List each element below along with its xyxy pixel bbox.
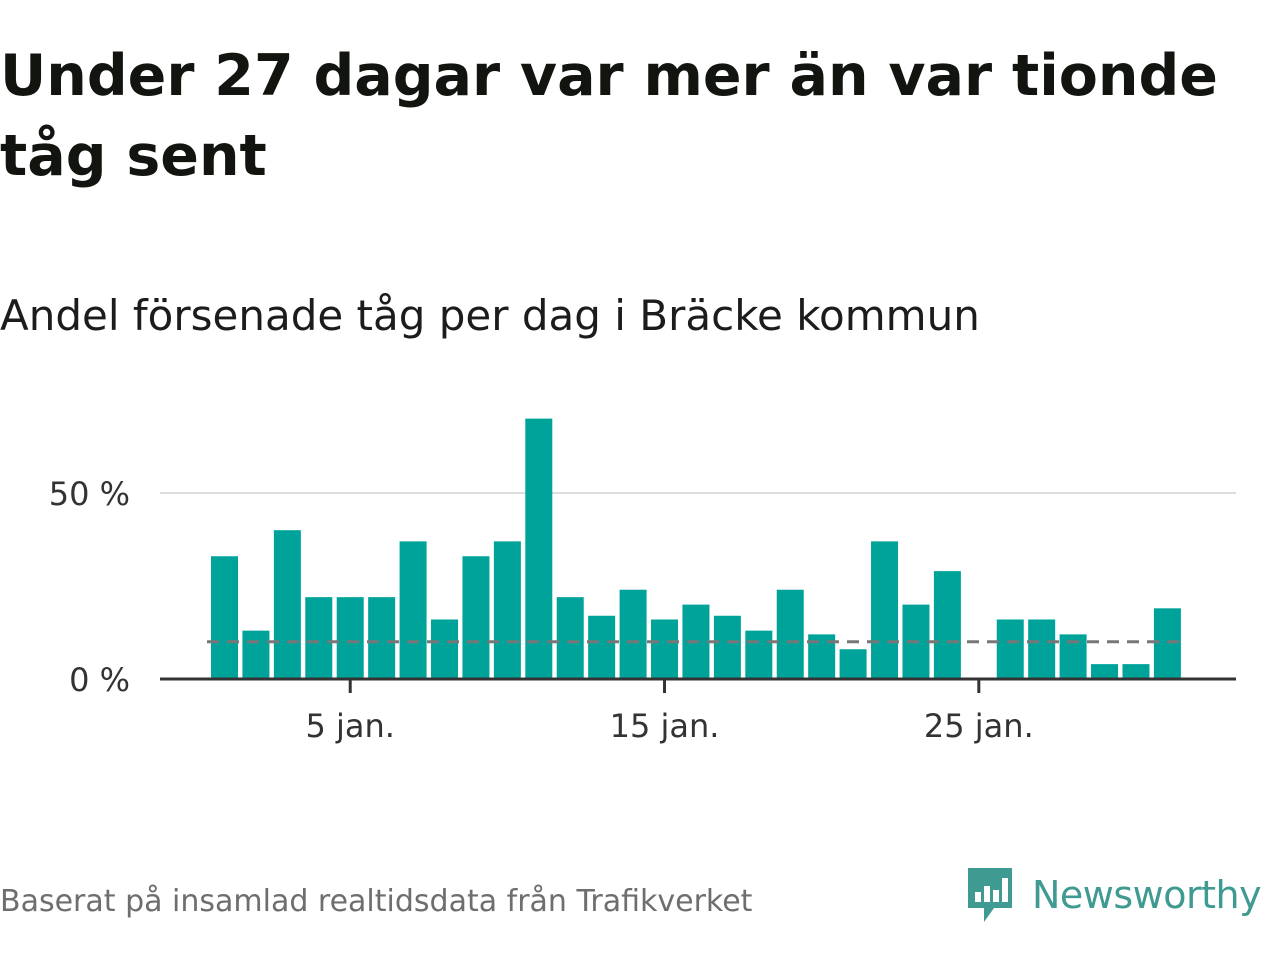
chart-subtitle: Andel försenade tåg per dag i Bräcke kom… [0, 291, 980, 340]
bar [368, 597, 396, 679]
bar [431, 619, 459, 679]
bar [399, 541, 427, 679]
x-tick-label: 25 jan. [924, 707, 1034, 745]
bar [588, 615, 616, 679]
bar [1028, 619, 1056, 679]
brand[interactable]: Newsworthy [964, 864, 1262, 926]
bar [525, 418, 553, 679]
bar [1122, 664, 1150, 679]
newsworthy-logo-icon [968, 868, 1012, 922]
y-tick-label: 50 % [49, 475, 130, 513]
bar [996, 619, 1024, 679]
bar [871, 541, 899, 679]
source-note: Baserat på insamlad realtidsdata från Tr… [0, 884, 753, 919]
bar [462, 556, 490, 679]
bar [933, 571, 961, 679]
bar [776, 589, 804, 679]
bar [336, 597, 364, 679]
brand-name: Newsworthy [1032, 873, 1262, 917]
bar [619, 589, 647, 679]
bar [273, 530, 301, 679]
bar [1153, 608, 1181, 679]
bar [713, 615, 741, 679]
bar [1091, 664, 1119, 679]
bar [242, 630, 270, 679]
bar [493, 541, 521, 679]
bar [651, 619, 679, 679]
x-tick-label: 5 jan. [305, 707, 394, 745]
y-tick-label: 0 % [69, 661, 130, 699]
bar [556, 597, 584, 679]
bar [211, 556, 238, 679]
bar [745, 630, 773, 679]
x-tick-label: 15 jan. [610, 707, 720, 745]
chart-title: Under 27 dagar var mer än var tionde tåg… [0, 43, 1218, 189]
bar [839, 649, 867, 679]
bar-chart: 0 % 50 % 5 jan. 15 jan. 25 jan. [49, 418, 1236, 745]
bar [305, 597, 333, 679]
